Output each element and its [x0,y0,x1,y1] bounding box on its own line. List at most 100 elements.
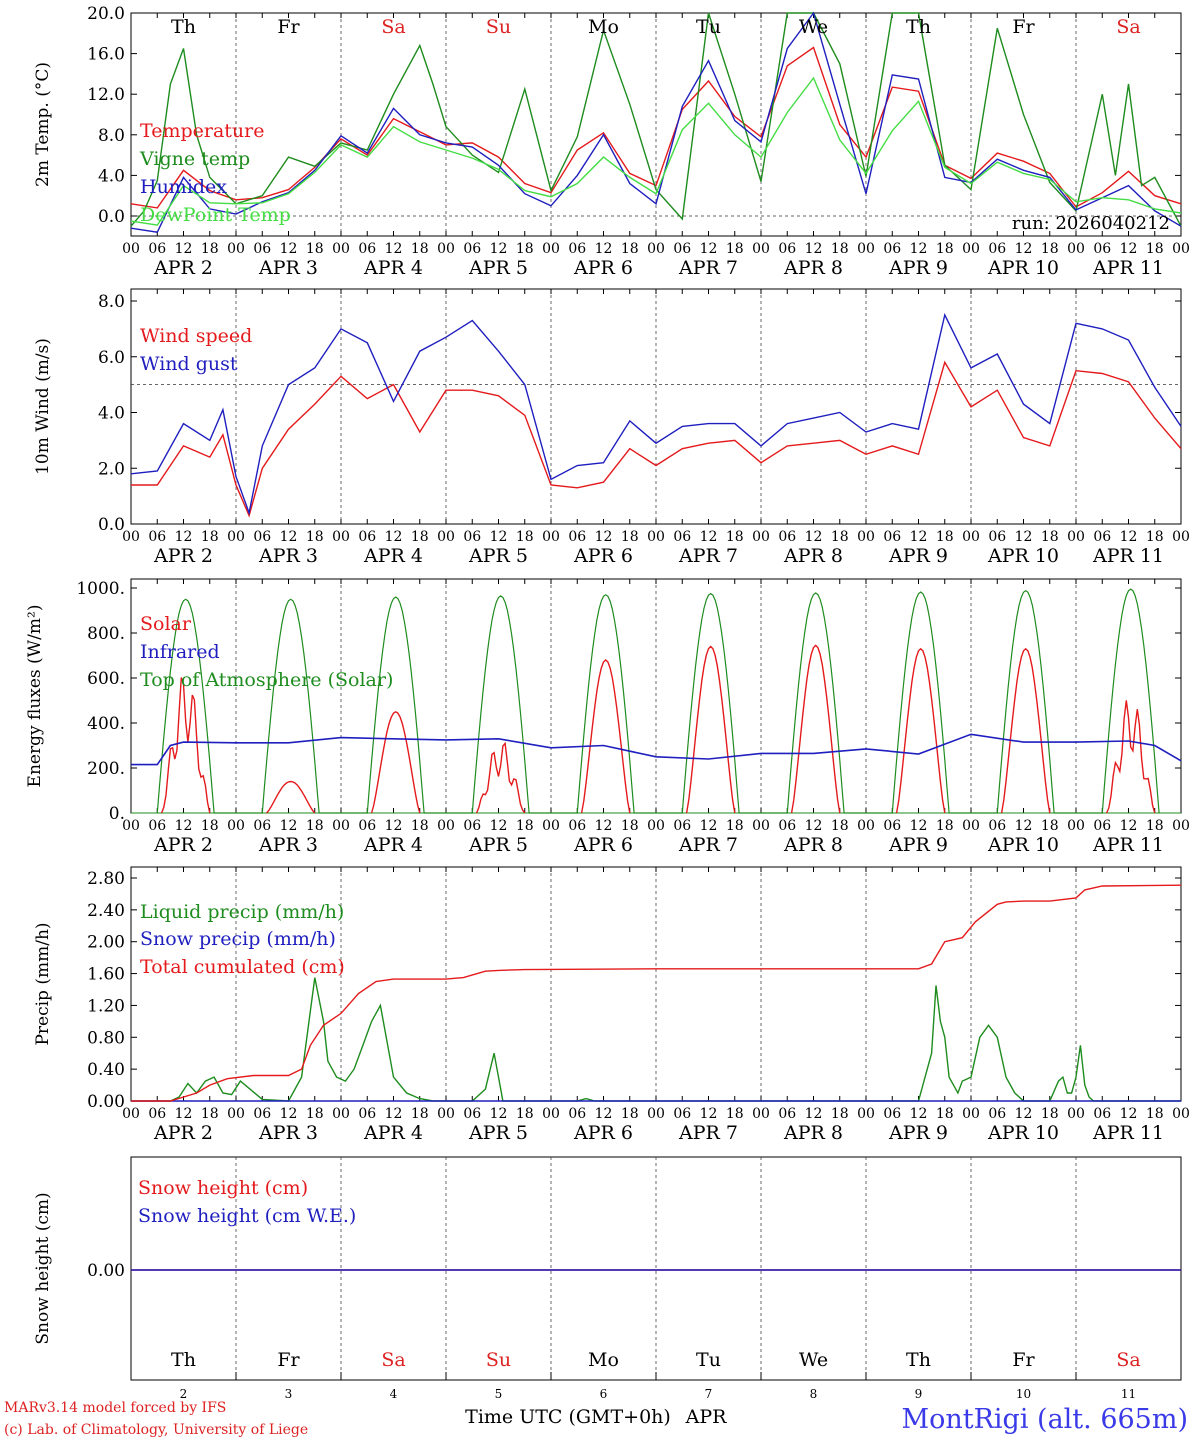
x-tick-label: 12 [385,529,403,545]
x-tick-label: 06 [778,241,796,257]
x-tick-label: 18 [1146,1106,1164,1122]
weekday-label: Mo [588,16,619,38]
y-tick-label: 20.0 [87,4,125,24]
x-tick-label: 18 [1146,529,1164,545]
legend-entry: Snow height (cm W.E.) [138,1205,356,1227]
x-tick-label: 18 [726,1106,744,1122]
weekday-label: Sa [1116,1349,1140,1371]
x-tick-label: 18 [1146,818,1164,834]
legend-entry: Vigne temp [139,148,250,170]
model-credit: MARv3.14 model forced by IFS [4,1400,226,1416]
x-tick-label: 12 [175,1106,193,1122]
date-label: APR 3 [258,834,318,856]
date-label: APR 9 [888,1122,948,1144]
y-tick-label: 0.00 [87,1092,125,1112]
x-tick-label: 12 [910,818,928,834]
x-tick-label: 18 [1041,241,1059,257]
x-tick-label: 00 [962,529,980,545]
y-tick-label: 4.0 [98,166,125,186]
weekday-label: Tu [696,16,721,38]
x-tick-label: 06 [988,1106,1006,1122]
series-liquid-precip-mm-h [131,977,1181,1102]
x-tick-label: 18 [516,529,534,545]
x-tick-label: 00 [962,1106,980,1122]
x-tick-label: 06 [778,529,796,545]
x-tick-label: 00 [857,241,875,257]
date-label: APR 11 [1092,257,1164,279]
x-tick-label: 00 [1067,241,1085,257]
date-label: APR 11 [1092,834,1164,856]
x-tick-label: 12 [280,529,298,545]
x-tick-label: 00 [437,529,455,545]
legend-entry: DewPoint Temp [140,204,291,226]
x-tick-label: 06 [463,241,481,257]
x-tick-label: 00 [962,818,980,834]
date-label: APR 10 [987,545,1059,567]
x-tick-label: 00 [1172,241,1190,257]
x-tick-label: 06 [253,529,271,545]
x-tick-label: 06 [148,241,166,257]
weekday-label: Su [486,1349,511,1371]
panel-3: 0. 200. 400. 600. 800. 1000. Energy fluxes (W/… [25,578,1190,856]
date-label: APR 5 [468,834,528,856]
series-total-cumulated-cm [131,884,1182,1102]
x-tick-label: 12 [490,1106,508,1122]
x-tick-label: 12 [280,818,298,834]
day-number: 5 [495,1387,503,1401]
x-tick-label: 06 [358,241,376,257]
x-tick-label: 18 [621,241,639,257]
legend-entry: Wind speed [140,325,252,347]
weekday-label: Th [906,16,931,38]
x-tick-label: 00 [542,818,560,834]
x-tick-label: 06 [883,1106,901,1122]
series-vigne-temp [130,12,1182,227]
date-label: APR 10 [987,257,1059,279]
x-tick-label: 12 [385,1106,403,1122]
date-label: APR 5 [468,257,528,279]
x-tick-label: 12 [1120,1106,1138,1122]
y-tick-label: 600. [87,669,125,689]
x-tick-label: 12 [805,241,823,257]
date-label: APR 6 [573,257,633,279]
x-tick-label: 18 [726,818,744,834]
x-tick-label: 18 [411,1106,429,1122]
day-number: 3 [285,1387,293,1401]
x-tick-label: 00 [227,818,245,834]
x-tick-label: 06 [673,818,691,834]
x-tick-label: 18 [306,529,324,545]
y-tick-label: 200. [87,759,125,779]
date-label: APR 2 [153,1122,213,1144]
x-tick-label: 06 [148,529,166,545]
x-tick-label: 18 [201,818,219,834]
x-tick-label: 18 [306,818,324,834]
y-tick-label: 6.0 [98,348,125,368]
x-tick-label: 00 [332,818,350,834]
day-number: 7 [705,1387,713,1401]
x-tick-label: 00 [752,818,770,834]
y-tick-label: 2.40 [87,901,125,921]
x-tick-label: 18 [831,1106,849,1122]
weekday-label: Fr [277,16,300,38]
day-number: 9 [915,1387,923,1401]
x-tick-label: 06 [883,241,901,257]
legend-entry: Top of Atmosphere (Solar) [140,669,393,691]
x-tick-label: 18 [936,241,954,257]
weekday-label: Fr [1012,16,1035,38]
series-wind-gust [130,312,1182,516]
date-label: APR 4 [363,257,423,279]
x-tick-label: 12 [490,818,508,834]
legend-entry: Snow precip (mm/h) [140,928,336,950]
date-label: APR 3 [258,257,318,279]
legend-entry: Liquid precip (mm/h) [140,901,344,923]
weekday-label: Sa [381,1349,405,1371]
date-label: APR 5 [468,1122,528,1144]
y-axis-label: Energy fluxes (W/m²) [25,605,45,788]
y-tick-label: 400. [87,714,125,734]
x-tick-label: 18 [1041,529,1059,545]
x-tick-label: 00 [227,241,245,257]
x-tick-label: 06 [358,1106,376,1122]
y-tick-label: 1.60 [87,965,125,985]
x-tick-label: 12 [1120,818,1138,834]
x-tick-label: 00 [962,241,980,257]
x-tick-label: 18 [201,1106,219,1122]
